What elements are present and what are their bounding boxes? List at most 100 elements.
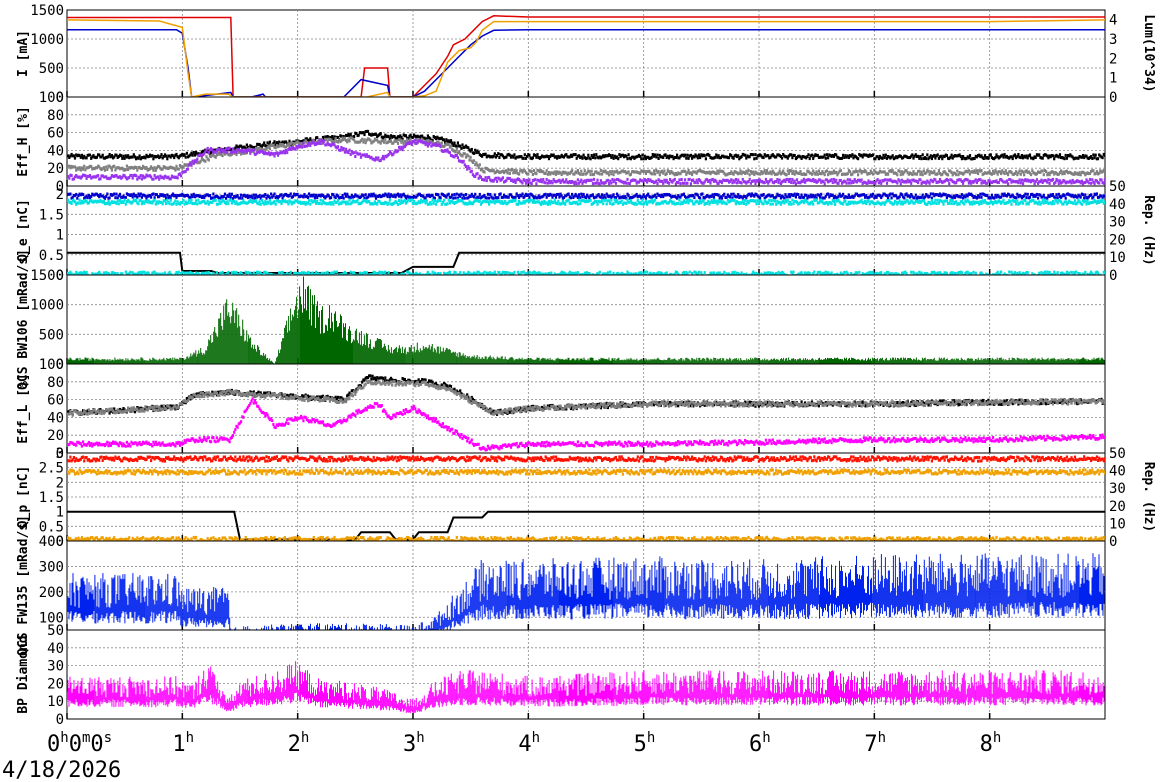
data-point <box>762 156 765 160</box>
data-point <box>955 181 958 185</box>
data-point <box>868 195 871 199</box>
data-point <box>1020 169 1023 173</box>
data-point <box>936 172 939 176</box>
data-point <box>440 141 443 145</box>
data-point <box>671 154 674 158</box>
data-point <box>793 154 796 157</box>
data-point <box>257 202 260 206</box>
data-point <box>238 151 241 154</box>
data-point <box>723 155 726 159</box>
data-point <box>628 182 631 185</box>
data-point <box>309 194 312 198</box>
data-point <box>624 180 627 184</box>
data-point <box>147 194 150 198</box>
data-point <box>912 156 915 160</box>
data-point <box>499 192 502 196</box>
data-point <box>491 169 494 173</box>
data-point <box>1086 196 1089 200</box>
data-point <box>165 154 168 158</box>
data-point <box>353 135 356 138</box>
data-point <box>805 156 808 160</box>
data-point <box>186 201 190 205</box>
data-point <box>513 270 516 274</box>
data-point <box>594 199 597 203</box>
data-point <box>893 194 897 198</box>
data-point <box>844 180 847 184</box>
data-point <box>87 201 90 205</box>
data-point <box>763 181 766 185</box>
data-point <box>357 140 360 144</box>
data-point <box>353 138 356 142</box>
data-point <box>729 153 732 157</box>
data-point <box>1002 155 1005 159</box>
data-point <box>195 271 198 275</box>
data-point <box>256 149 259 153</box>
data-point <box>388 198 391 202</box>
data-point <box>734 178 737 181</box>
data-point <box>589 157 592 161</box>
data-point <box>265 196 268 200</box>
data-point <box>975 201 978 204</box>
data-point <box>792 202 795 206</box>
data-point <box>303 271 306 275</box>
data-point <box>236 273 239 275</box>
data-point <box>114 168 117 172</box>
data-point <box>662 171 665 175</box>
data-point <box>153 196 156 200</box>
data-point <box>1098 181 1101 185</box>
data-point <box>201 194 205 198</box>
data-point <box>741 196 744 200</box>
data-point <box>306 201 310 205</box>
data-point <box>181 200 184 204</box>
data-point <box>601 172 604 176</box>
data-point <box>491 196 494 200</box>
data-point <box>1031 192 1034 196</box>
data-point <box>98 165 101 169</box>
data-point <box>348 198 351 202</box>
data-point <box>637 171 641 175</box>
data-point <box>883 178 886 182</box>
data-point <box>296 140 299 144</box>
data-point <box>175 152 178 156</box>
data-point <box>823 202 826 206</box>
data-point <box>153 154 156 158</box>
data-point <box>637 194 641 198</box>
data-point <box>389 202 393 206</box>
data-point <box>850 154 853 158</box>
data-point <box>335 193 338 197</box>
data-point <box>402 192 405 196</box>
data-point <box>854 192 857 196</box>
data-point <box>682 181 686 185</box>
data-point <box>446 148 449 152</box>
data-point <box>461 196 464 200</box>
data-point <box>359 271 363 275</box>
data-point <box>1066 180 1070 184</box>
data-point <box>985 181 988 185</box>
data-point <box>350 150 353 153</box>
data-point <box>80 153 83 157</box>
data-point <box>109 193 112 196</box>
data-point <box>349 153 352 156</box>
data-point <box>278 144 281 148</box>
data-point <box>257 195 260 198</box>
data-point <box>528 196 531 199</box>
data-point <box>1008 199 1011 203</box>
data-point <box>550 153 553 157</box>
data-point <box>147 272 150 275</box>
data-point <box>960 180 963 183</box>
data-point <box>417 200 420 204</box>
data-point <box>791 178 794 181</box>
data-point <box>261 201 265 205</box>
data-point <box>945 177 948 181</box>
data-point <box>374 132 378 136</box>
data-point <box>349 270 352 274</box>
data-point <box>93 272 96 275</box>
data-point <box>1099 169 1102 173</box>
data-point <box>649 171 652 175</box>
data-point <box>958 178 961 182</box>
data-point <box>1032 179 1035 183</box>
data-point <box>131 200 134 204</box>
data-point <box>207 202 210 206</box>
data-point <box>853 178 856 181</box>
data-point <box>398 138 401 142</box>
